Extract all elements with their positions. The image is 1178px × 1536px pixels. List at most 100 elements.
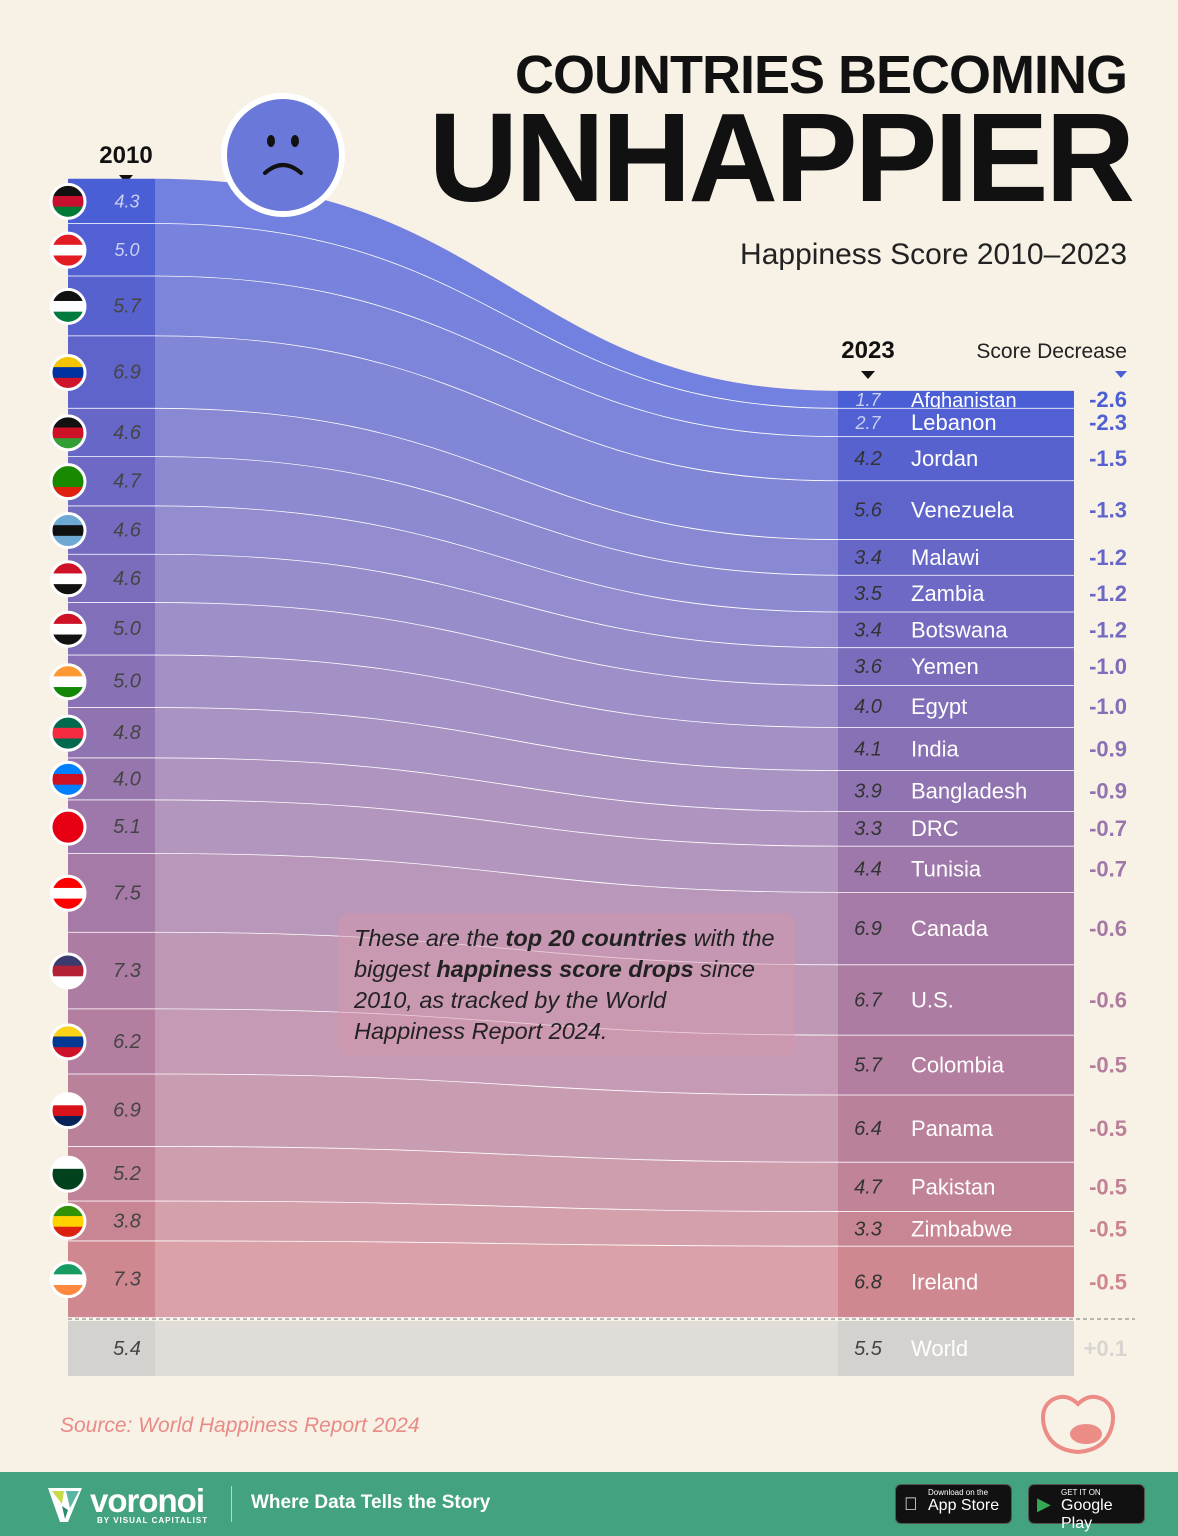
google-play-icon: ▶ [1037, 1494, 1051, 1514]
score-2023: 3.6 [854, 656, 883, 678]
score-2023: 6.4 [854, 1118, 882, 1140]
row-us: 7.3 6.7 U.S. -0.6 [49, 932, 1127, 1037]
score-2010: 5.0 [113, 671, 141, 693]
title-line-1: COUNTRIES BECOMING [514, 45, 1128, 105]
row-tunisia: 5.1 4.4 Tunisia -0.7 [49, 800, 1127, 894]
bar-2023 [838, 437, 1074, 482]
score-2010: 4.6 [113, 520, 142, 542]
bar-2023 [838, 811, 1074, 847]
flag-icon [49, 1261, 87, 1299]
flow-band [155, 457, 838, 613]
score-change: -1.2 [1089, 581, 1127, 606]
country-name: Bangladesh [911, 778, 1027, 803]
score-2023: 3.9 [854, 780, 882, 802]
country-name: Tunisia [911, 857, 982, 882]
flow-band [155, 707, 838, 812]
flag-icon [49, 610, 87, 648]
score-2010: 4.3 [114, 191, 139, 211]
year-2010-label: 2010 [99, 142, 152, 169]
app-store-label: App Store [928, 1497, 1000, 1514]
row-yemen: 4.6 3.6 Yemen -1.0 [49, 554, 1127, 687]
bar-2023 [838, 612, 1074, 649]
bar-2023 [838, 390, 1074, 409]
score-change: -2.3 [1089, 410, 1127, 435]
annotation-box: These are the top 20 countries with the … [338, 913, 795, 1056]
country-name: World [911, 1336, 968, 1361]
score-2023: 6.9 [854, 918, 882, 940]
row-ireland: 7.3 6.8 Ireland -0.5 [49, 1241, 1127, 1319]
apple-icon:  [904, 1494, 918, 1515]
note-bold: top 20 countries [505, 925, 688, 951]
score-change: -0.9 [1089, 736, 1127, 761]
row-zimbabwe: 3.8 3.3 Zimbabwe -0.5 [49, 1201, 1127, 1248]
flag-icon [49, 760, 87, 798]
google-play-button[interactable]: ▶ GET IT ON Google Play [1028, 1484, 1145, 1532]
country-name: Panama [911, 1116, 994, 1141]
score-2010: 4.6 [113, 422, 142, 444]
flow-band [155, 758, 838, 847]
note-text: These are the [354, 925, 506, 951]
score-2023: 5.7 [854, 1054, 883, 1076]
subtitle: Happiness Score 2010–2023 [740, 238, 1127, 271]
score-2010: 4.8 [113, 722, 141, 744]
score-2010: 7.5 [113, 882, 142, 904]
bar-2023 [838, 1162, 1074, 1212]
mascot-logo-icon [1036, 1392, 1120, 1461]
row-india: 5.0 4.1 India -0.9 [49, 655, 1127, 772]
score-2010: 6.9 [113, 1100, 141, 1122]
flag-icon [49, 874, 87, 912]
app-store-small: Download on the [928, 1488, 989, 1497]
score-change: -0.5 [1089, 1269, 1127, 1294]
bar-2010 [68, 1321, 155, 1376]
down-arrow-icon [861, 371, 875, 379]
row-zambia: 4.7 3.5 Zambia -1.2 [49, 457, 1127, 614]
row-world: 5.4 5.5 World +0.1 [68, 1318, 1135, 1376]
flow-band [155, 1009, 838, 1096]
score-2023: 6.7 [854, 989, 883, 1011]
country-name: DRC [911, 816, 959, 841]
bar-2023 [838, 1211, 1074, 1247]
app-store-button[interactable]:  Download on the App Store [895, 1484, 1012, 1524]
bar-2023 [838, 727, 1074, 771]
flow-band [155, 1146, 838, 1212]
country-name: India [911, 736, 959, 761]
score-change: -1.2 [1089, 617, 1127, 642]
flag-icon [49, 512, 87, 549]
flow-band [155, 408, 838, 576]
row-venezuela: 6.9 5.6 Venezuela -1.3 [49, 336, 1127, 541]
flag-icon [49, 714, 87, 752]
score-change: -0.6 [1089, 916, 1127, 941]
flag-icon [49, 1023, 87, 1061]
flag-icon [49, 287, 87, 325]
bar-2023 [838, 1321, 1074, 1376]
score-2023: 4.0 [854, 696, 882, 718]
bar-2023 [838, 892, 1074, 966]
flow-band [155, 1321, 838, 1376]
country-name: U.S. [911, 987, 954, 1012]
score-2010: 6.9 [113, 361, 141, 383]
score-change: -0.5 [1089, 1052, 1127, 1077]
bar-2023 [838, 648, 1074, 686]
flow-band [155, 800, 838, 893]
score-2023: 5.5 [854, 1338, 883, 1360]
flag-icon [49, 182, 87, 220]
flow-band [155, 276, 838, 482]
brand-subtitle: BY VISUAL CAPITALIST [97, 1516, 209, 1525]
bar-2023 [838, 408, 1074, 438]
note-text: with the biggest [354, 925, 775, 982]
flag-icon [49, 663, 87, 701]
bar-2023 [838, 1035, 1074, 1096]
country-name: Yemen [911, 654, 979, 679]
bar-2023 [838, 1095, 1074, 1163]
google-play-label: Google Play [1061, 1497, 1113, 1532]
bar-2023 [838, 965, 1074, 1036]
row-afghanistan: 4.3 1.7 Afghanistan -2.6 [49, 178, 1127, 412]
score-change: -0.5 [1089, 1216, 1127, 1241]
score-change: -1.0 [1089, 654, 1127, 679]
year-2023-label: 2023 [841, 337, 894, 364]
note-text: since 2010, as tracked by the World Happ… [354, 956, 755, 1044]
score-change: -1.5 [1089, 446, 1127, 471]
flag-icon [49, 353, 87, 391]
row-pakistan: 5.2 4.7 Pakistan -0.5 [49, 1146, 1127, 1213]
brand-name[interactable]: voronoi [90, 1482, 205, 1519]
